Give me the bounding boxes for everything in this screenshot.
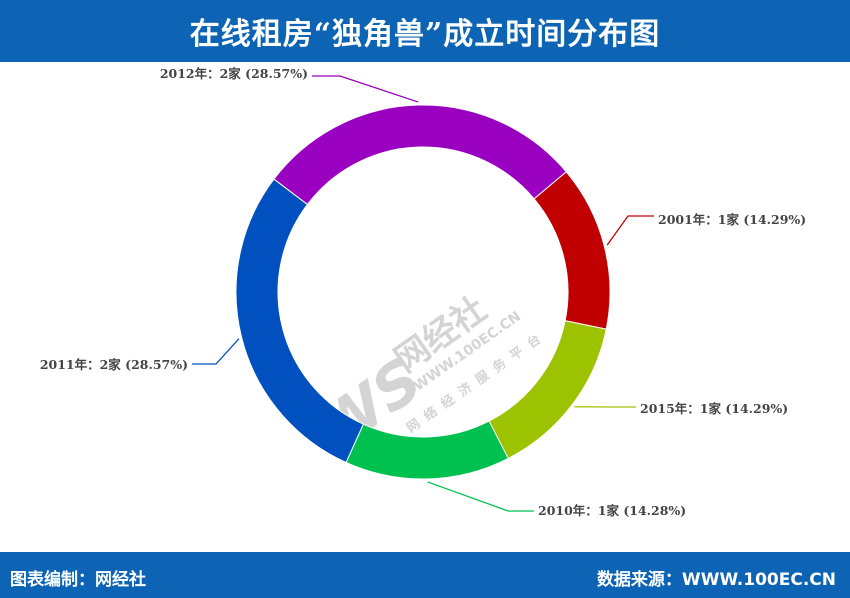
slice-label-2012: 2012年：2家 (28.57%) bbox=[160, 66, 308, 81]
slice-label-2010: 2010年：1家 (14.28%) bbox=[538, 503, 686, 518]
footer-bar: 图表编制：网经社 数据来源：WWW.100EC.CN bbox=[0, 552, 850, 598]
slice-2001 bbox=[533, 171, 611, 330]
leader-line-2010 bbox=[427, 481, 534, 512]
donut-slices bbox=[235, 104, 611, 480]
slice-labels: 2001年：1家 (14.29%) 2015年：1家 (14.29%) 2010年：… bbox=[40, 66, 806, 518]
slice-label-2011: 2011年：2家 (28.57%) bbox=[40, 357, 188, 372]
footer-credit: 图表编制：网经社 bbox=[10, 570, 146, 590]
slice-label-2001: 2001年：1家 (14.29%) bbox=[658, 212, 806, 227]
chart-area: WS 网经社 WWW.100EC.CN 网络经济服务平台 2001年：1家 (1… bbox=[0, 62, 850, 552]
leader-line-2012 bbox=[312, 75, 419, 103]
slice-2012 bbox=[273, 104, 567, 206]
slice-label-2015: 2015年：1家 (14.29%) bbox=[640, 401, 788, 416]
title-bar: 在线租房“独角兽”成立时间分布图 bbox=[0, 0, 850, 62]
footer-source: 数据来源：WWW.100EC.CN bbox=[596, 570, 836, 590]
slice-2011 bbox=[235, 178, 365, 464]
leader-lines bbox=[192, 75, 654, 512]
leader-line-2001 bbox=[606, 215, 654, 246]
chart-title: 在线租房“独角兽”成立时间分布图 bbox=[189, 17, 661, 52]
slice-2010 bbox=[345, 420, 509, 480]
donut-chart: WS 网经社 WWW.100EC.CN 网络经济服务平台 2001年：1家 (1… bbox=[40, 66, 806, 518]
leader-line-2011 bbox=[192, 338, 240, 365]
